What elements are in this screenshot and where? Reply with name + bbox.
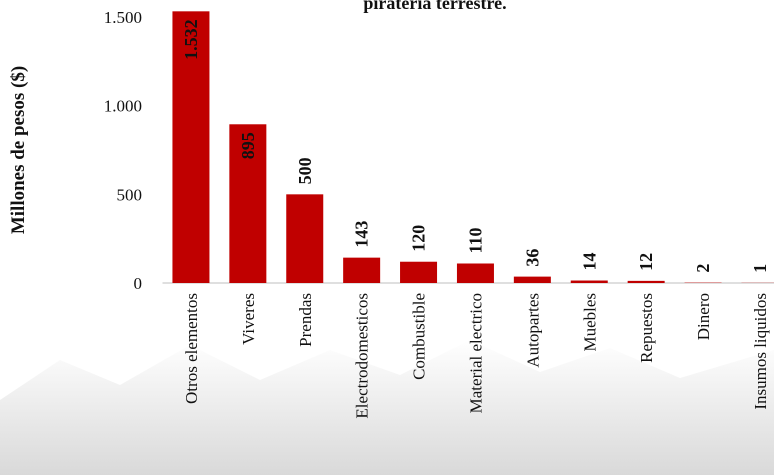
data-label: 143 (352, 221, 372, 248)
y-tick-label: 1.500 (104, 8, 142, 27)
data-label: 895 (238, 132, 258, 159)
bar (627, 280, 665, 283)
x-tick-label: Dinero (694, 293, 713, 340)
bar (570, 280, 608, 283)
data-label: 120 (409, 225, 429, 252)
bar (456, 263, 494, 283)
y-tick-label: 500 (117, 185, 143, 204)
bar (343, 257, 381, 283)
x-tick-label: Electrodomesticos (353, 293, 372, 419)
y-axis-title: Millones de pesos ($) (8, 66, 29, 234)
x-tick-label: Insumos liquidos (751, 293, 770, 410)
x-tick-label: Material electrico (466, 293, 485, 413)
data-label: 1 (750, 264, 770, 273)
data-label: 36 (522, 249, 542, 267)
bar (229, 124, 267, 283)
x-tick-label: Autopartes (523, 293, 542, 368)
y-tick-label: 1.000 (104, 97, 142, 116)
x-tick-label: Repuestos (637, 293, 656, 363)
bar (513, 276, 551, 283)
bar (172, 11, 210, 283)
data-label: 12 (636, 253, 656, 271)
x-tick-label: Viveres (239, 293, 258, 345)
x-tick-label: Otros elementos (182, 293, 201, 404)
bar (286, 194, 324, 283)
bar (400, 261, 438, 283)
y-tick-label: 0 (134, 274, 143, 293)
data-label: 14 (579, 253, 599, 271)
data-label: 110 (465, 227, 485, 253)
data-label: 500 (295, 157, 315, 184)
background-mountains (0, 340, 774, 475)
chart-title: piratería terrestre. (363, 0, 506, 13)
x-tick-label: Prendas (296, 293, 315, 347)
data-label: 2 (693, 264, 713, 273)
x-tick-label: Combustible (410, 293, 429, 380)
x-tick-label: Muebles (580, 293, 599, 352)
data-label: 1.532 (181, 19, 201, 60)
